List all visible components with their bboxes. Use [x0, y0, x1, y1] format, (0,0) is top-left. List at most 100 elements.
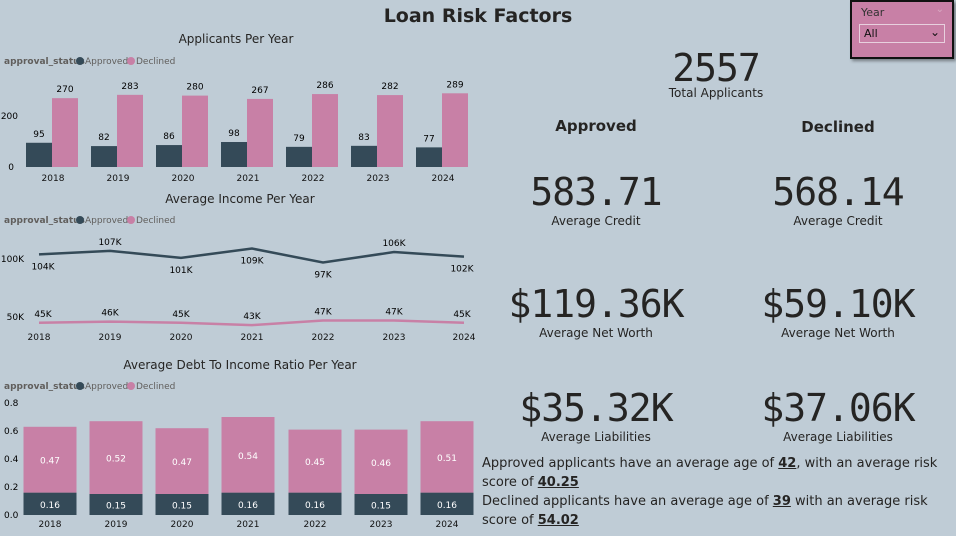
data-label-approved: 106K: [382, 239, 406, 249]
x-tick: 2022: [304, 520, 327, 530]
bar-declined: [247, 98, 273, 167]
data-label-approved: 102K: [450, 265, 474, 275]
data-label-declined: 0.45: [305, 458, 325, 468]
chevron-down-icon[interactable]: ⌄: [935, 4, 944, 15]
y-tick: 0.2: [4, 483, 18, 493]
bar-declined: [182, 95, 208, 167]
data-label-approved: 0.16: [305, 501, 325, 511]
bar-approved: [23, 492, 77, 515]
data-label-declined: 270: [56, 85, 73, 95]
data-label-approved: 107K: [98, 238, 122, 248]
x-tick: 2019: [105, 520, 128, 530]
declined-liabilities-label: Average Liabilities: [783, 430, 893, 444]
page-title: Loan Risk Factors: [383, 5, 573, 27]
data-label-approved: 0.15: [106, 502, 126, 512]
data-label-approved: 97K: [314, 270, 332, 280]
bar-declined: [354, 429, 408, 494]
data-label-declined: 0.47: [172, 458, 192, 468]
legend-marker-approved: [76, 216, 84, 224]
legend-approved: Approved: [85, 216, 128, 226]
total-applicants-value: 2557: [672, 46, 761, 90]
x-tick: 2021: [237, 174, 260, 184]
data-label-declined: 289: [446, 80, 463, 90]
data-label-declined: 0.47: [40, 457, 60, 467]
declined-credit-value: 568.14: [772, 170, 904, 214]
approved-age: 42: [778, 456, 797, 471]
bar-declined: [23, 426, 77, 493]
data-label-declined: 46K: [101, 309, 119, 319]
bar-approved: [155, 494, 209, 515]
y-tick: 0: [8, 163, 14, 173]
x-tick: 2022: [312, 333, 335, 343]
bar-declined: [155, 428, 209, 494]
summary-text: Declined applicants have an average age …: [482, 494, 773, 509]
data-label-approved: 83: [358, 133, 369, 143]
year-slicer[interactable]: Year ⌄ All ⌄: [850, 0, 954, 59]
declined-liabilities-card: $37.06K Average Liabilities: [718, 386, 956, 444]
data-label-declined: 43K: [243, 312, 261, 322]
approved-heading: Approved: [555, 117, 637, 135]
approved-liabilities-card: $35.32K Average Liabilities: [476, 386, 716, 444]
x-tick: 2023: [367, 174, 390, 184]
x-tick: 2020: [171, 520, 194, 530]
data-label-approved: 101K: [169, 266, 193, 276]
approved-liabilities-label: Average Liabilities: [541, 430, 651, 444]
legend-marker-declined: [127, 57, 135, 65]
approved-credit-value: 583.71: [530, 170, 662, 214]
data-label-approved: 109K: [240, 257, 264, 267]
x-tick: 2019: [99, 333, 122, 343]
bar-approved: [420, 492, 474, 515]
legend-declined: Declined: [136, 216, 175, 226]
y-tick: 100K: [1, 255, 25, 265]
legend-approved: Approved: [85, 57, 128, 67]
data-label-approved: 77: [423, 134, 434, 144]
data-label-declined: 47K: [385, 307, 403, 317]
y-tick: 0.0: [4, 511, 19, 521]
data-label-declined: 0.52: [106, 455, 126, 465]
bar-approved: [89, 494, 143, 515]
data-label-declined: 47K: [314, 307, 332, 317]
data-label-approved: 82: [98, 133, 109, 143]
data-label-declined: 286: [316, 81, 333, 91]
legend-approved: Approved: [85, 382, 128, 392]
x-tick: 2024: [432, 174, 455, 184]
x-tick: 2024: [453, 333, 476, 343]
data-label-approved: 0.16: [437, 501, 457, 511]
approved-risk-score: 40.25: [537, 475, 579, 490]
x-tick: 2023: [370, 520, 393, 530]
legend-title: approval_status: [4, 216, 85, 226]
chevron-down-icon: ⌄: [929, 25, 940, 39]
data-label-approved: 0.16: [238, 501, 258, 511]
bar-declined: [52, 98, 78, 167]
y-tick: 0.4: [4, 455, 19, 465]
data-label-declined: 0.46: [371, 459, 391, 469]
year-dropdown[interactable]: All ⌄: [859, 24, 945, 43]
declined-age: 39: [772, 494, 791, 509]
bar-approved: [91, 146, 117, 167]
approved-summary: Approved applicants have an average age …: [482, 454, 956, 492]
declined-credit-label: Average Credit: [793, 214, 883, 228]
x-tick: 2019: [107, 174, 130, 184]
summary-text: with an average risk score of: [482, 494, 928, 528]
approved-networth-card: $119.36K Average Net Worth: [476, 282, 716, 340]
data-label-declined: 282: [381, 82, 398, 92]
year-dropdown-value: All: [864, 27, 878, 40]
declined-credit-card: 568.14 Average Credit: [718, 170, 956, 228]
y-tick: 200: [1, 112, 18, 122]
bar-approved: [351, 145, 377, 167]
bar-declined: [442, 93, 468, 167]
declined-networth-card: $59.10K Average Net Worth: [718, 282, 956, 340]
bar-declined: [377, 95, 403, 167]
legend-declined: Declined: [136, 57, 175, 67]
y-tick: 0.6: [4, 427, 19, 437]
y-tick: 0.8: [4, 399, 19, 409]
data-label-declined: 45K: [172, 310, 190, 320]
declined-risk-score: 54.02: [537, 513, 579, 528]
data-label-declined: 0.51: [437, 454, 457, 464]
data-label-approved: 98: [228, 129, 240, 139]
bar-approved: [156, 145, 182, 167]
bar-declined: [420, 421, 474, 493]
x-tick: 2018: [28, 333, 51, 343]
declined-liabilities-value: $37.06K: [761, 386, 915, 430]
data-label-approved: 104K: [31, 262, 55, 272]
